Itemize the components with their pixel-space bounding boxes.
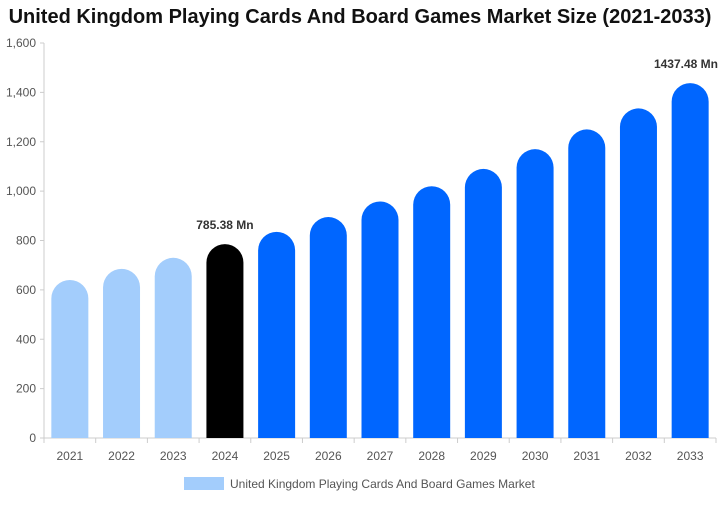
y-tick-label: 1,400 bbox=[6, 85, 36, 99]
bar-2029[interactable] bbox=[464, 168, 502, 438]
x-tick-label: 2027 bbox=[367, 449, 394, 463]
data-label-2024: 785.38 Mn bbox=[196, 218, 253, 232]
x-tick-label: 2022 bbox=[108, 449, 135, 463]
x-tick-label: 2029 bbox=[470, 449, 497, 463]
bar-2028[interactable] bbox=[413, 186, 451, 438]
y-tick-label: 600 bbox=[16, 283, 36, 297]
y-tick-label: 200 bbox=[16, 382, 36, 396]
legend-label[interactable]: United Kingdom Playing Cards And Board G… bbox=[230, 477, 535, 491]
legend-swatch[interactable] bbox=[184, 477, 224, 490]
bar-2021[interactable] bbox=[51, 280, 89, 438]
x-tick-label: 2026 bbox=[315, 449, 342, 463]
bar-2026[interactable] bbox=[309, 217, 347, 438]
x-tick-label: 2025 bbox=[263, 449, 290, 463]
y-axis: 0 200 400 600 800 1,000 1,200 1,400 1,600 bbox=[6, 36, 45, 445]
x-tick-label: 2031 bbox=[573, 449, 600, 463]
bar-2022[interactable] bbox=[103, 268, 141, 438]
legend[interactable]: United Kingdom Playing Cards And Board G… bbox=[184, 477, 535, 491]
bar-2023[interactable] bbox=[154, 257, 192, 438]
x-tick-label: 2028 bbox=[418, 449, 445, 463]
bars bbox=[51, 83, 709, 438]
x-axis: 2021 2022 2023 2024 2025 2026 2027 2028 2029 2030… bbox=[43, 437, 717, 463]
data-label-2033: 1437.48 Mn bbox=[654, 57, 718, 71]
bar-2032[interactable] bbox=[619, 108, 657, 438]
data-labels: 785.38 Mn 1437.48 Mn bbox=[196, 57, 718, 232]
bar-2033[interactable] bbox=[671, 83, 709, 438]
chart-title: United Kingdom Playing Cards And Board G… bbox=[8, 6, 712, 28]
x-tick-label: 2030 bbox=[522, 449, 549, 463]
x-tick-label: 2024 bbox=[212, 449, 239, 463]
y-tick-label: 0 bbox=[29, 431, 36, 445]
x-tick-label: 2021 bbox=[56, 449, 83, 463]
y-tick-label: 1,200 bbox=[6, 135, 36, 149]
y-tick-label: 400 bbox=[16, 332, 36, 346]
bar-2031[interactable] bbox=[568, 129, 606, 438]
bar-2027[interactable] bbox=[361, 201, 399, 438]
y-tick-label: 800 bbox=[16, 234, 36, 248]
bar-2030[interactable] bbox=[516, 149, 554, 438]
bar-2024[interactable] bbox=[206, 244, 244, 438]
y-tick-label: 1,600 bbox=[6, 36, 36, 50]
x-tick-label: 2032 bbox=[625, 449, 652, 463]
y-tick-label: 1,000 bbox=[6, 184, 36, 198]
x-tick-label: 2023 bbox=[160, 449, 187, 463]
x-tick-label: 2033 bbox=[677, 449, 704, 463]
bar-2025[interactable] bbox=[258, 231, 296, 438]
